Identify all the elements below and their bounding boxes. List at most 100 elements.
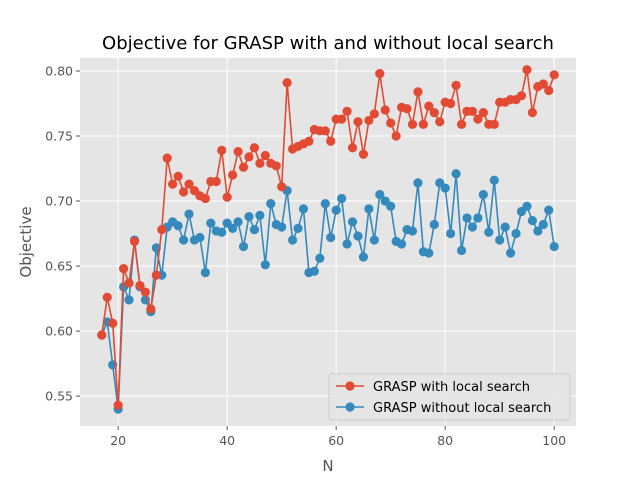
data-point (500, 222, 510, 232)
data-point (544, 205, 554, 215)
y-axis-label: Objective (17, 206, 35, 277)
data-point (456, 245, 467, 256)
y-tick-label: 0.75 (45, 129, 73, 144)
data-point (369, 109, 379, 119)
data-point (309, 266, 319, 276)
data-point (386, 118, 396, 128)
data-point (135, 280, 145, 291)
data-point (206, 218, 216, 228)
data-point (364, 204, 374, 214)
data-point (386, 201, 396, 211)
data-point (429, 108, 439, 118)
data-point (402, 104, 412, 114)
x-tick-label: 80 (437, 433, 453, 448)
data-point (320, 126, 330, 136)
data-point (173, 221, 183, 231)
x-tick-label: 100 (542, 433, 566, 448)
data-point (217, 145, 227, 155)
data-point (418, 119, 428, 129)
data-point (495, 235, 505, 245)
data-point (140, 287, 151, 297)
data-point (277, 222, 287, 232)
data-point (315, 253, 325, 263)
data-point (255, 158, 265, 168)
data-point (129, 236, 140, 246)
legend-label-with-local-search: GRASP with local search (373, 380, 530, 395)
data-point (184, 179, 194, 189)
legend-marker-without-local-search (345, 402, 355, 412)
data-point (200, 267, 210, 278)
data-point (467, 106, 478, 116)
data-point (173, 171, 183, 181)
data-point (511, 228, 521, 239)
data-point (538, 79, 548, 89)
data-point (244, 152, 254, 162)
x-tick-label: 60 (328, 433, 344, 448)
data-point (326, 136, 336, 146)
data-point (533, 226, 543, 236)
legend: GRASP with local search GRASP without lo… (328, 373, 571, 421)
legend-marker-with-local-search (345, 381, 355, 391)
data-point (484, 227, 494, 237)
data-point (451, 80, 461, 90)
data-point (233, 217, 243, 227)
data-point (364, 115, 374, 126)
data-point (195, 232, 205, 243)
data-point (178, 235, 189, 245)
data-point (353, 117, 363, 127)
y-tick-label: 0.70 (45, 194, 73, 209)
data-point (489, 175, 499, 185)
data-point (456, 119, 467, 129)
data-point (271, 161, 281, 171)
data-point (478, 108, 488, 118)
data-point (478, 189, 488, 200)
data-point (255, 210, 265, 220)
data-point (244, 212, 254, 222)
data-point (462, 213, 472, 223)
data-point (347, 143, 358, 153)
data-point (249, 143, 260, 153)
data-point (337, 114, 347, 124)
data-point (124, 295, 134, 305)
data-point (124, 278, 134, 288)
data-point (538, 219, 548, 230)
chart-title: Objective for GRASP with and without loc… (102, 33, 554, 54)
data-point (429, 219, 439, 230)
data-point (375, 189, 385, 200)
y-tick-label: 0.80 (45, 64, 73, 79)
data-point (353, 231, 363, 241)
data-point (222, 192, 232, 202)
data-point (446, 98, 456, 109)
series-with-local-search (97, 65, 559, 410)
data-point (260, 260, 270, 270)
y-tick-label: 0.55 (45, 389, 73, 404)
data-point (119, 264, 129, 274)
data-point (184, 209, 194, 219)
data-point (287, 235, 298, 245)
legend-box (328, 373, 571, 421)
plot-area (80, 58, 576, 426)
data-point (113, 400, 123, 410)
data-point (342, 239, 352, 249)
data-point (293, 223, 303, 233)
data-point (238, 241, 249, 252)
data-point (178, 187, 189, 197)
data-point (396, 239, 407, 249)
data-point (326, 232, 336, 243)
data-point (413, 178, 423, 188)
legend-label-without-local-search: GRASP without local search (373, 401, 551, 416)
data-point (380, 105, 390, 115)
data-point (228, 170, 238, 180)
x-tick-label: 20 (110, 433, 126, 448)
data-point (249, 225, 260, 235)
data-point (238, 162, 249, 172)
data-point (304, 136, 314, 146)
data-point (369, 235, 379, 245)
data-point (200, 193, 210, 204)
data-point (549, 241, 559, 252)
data-point (102, 292, 112, 302)
data-point (473, 114, 483, 124)
x-tick-label: 40 (219, 433, 235, 448)
data-point (277, 182, 287, 192)
data-point (527, 215, 538, 226)
